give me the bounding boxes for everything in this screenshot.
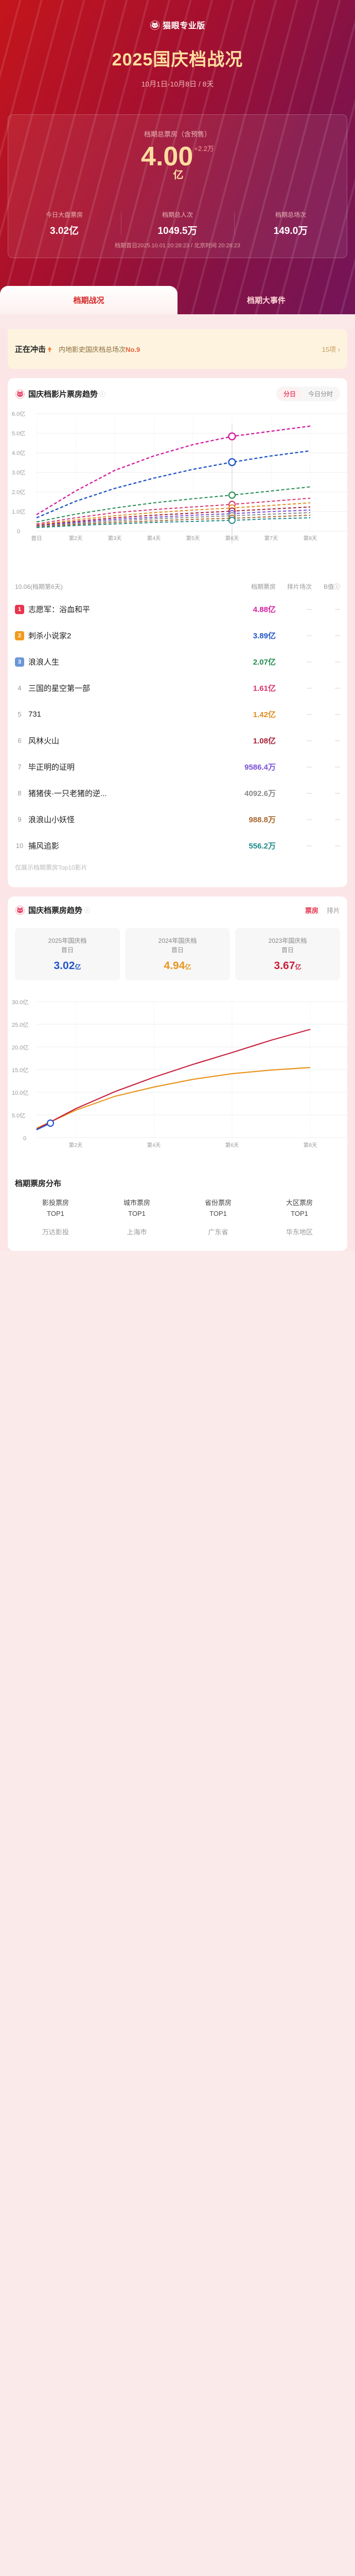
svg-text:第4天: 第4天 bbox=[147, 535, 161, 541]
svg-text:0: 0 bbox=[23, 1136, 26, 1142]
svg-text:首日: 首日 bbox=[31, 535, 42, 541]
svg-text:20.0亿: 20.0亿 bbox=[12, 1044, 28, 1051]
svg-text:第2天: 第2天 bbox=[69, 1142, 83, 1148]
svg-text:1.0亿: 1.0亿 bbox=[12, 509, 25, 515]
svg-text:10.0亿: 10.0亿 bbox=[12, 1090, 28, 1096]
svg-text:3.0亿: 3.0亿 bbox=[12, 469, 25, 476]
svg-text:25.0亿: 25.0亿 bbox=[12, 1022, 28, 1028]
svg-text:第7天: 第7天 bbox=[264, 535, 278, 541]
svg-text:第4天: 第4天 bbox=[147, 1142, 161, 1148]
svg-text:15.0亿: 15.0亿 bbox=[12, 1067, 28, 1074]
svg-text:第6天: 第6天 bbox=[225, 1142, 239, 1148]
svg-text:5.0亿: 5.0亿 bbox=[12, 1112, 25, 1119]
svg-text:第8天: 第8天 bbox=[304, 535, 317, 541]
svg-text:第3天: 第3天 bbox=[108, 535, 122, 541]
svg-text:6.0亿: 6.0亿 bbox=[12, 411, 25, 417]
svg-text:30.0亿: 30.0亿 bbox=[12, 999, 28, 1006]
svg-text:第8天: 第8天 bbox=[304, 1142, 317, 1148]
svg-text:0: 0 bbox=[17, 529, 20, 535]
svg-text:第6天: 第6天 bbox=[225, 535, 239, 541]
svg-text:第5天: 第5天 bbox=[186, 535, 200, 541]
svg-text:2.0亿: 2.0亿 bbox=[12, 489, 25, 496]
svg-text:4.0亿: 4.0亿 bbox=[12, 450, 25, 456]
svg-text:5.0亿: 5.0亿 bbox=[12, 430, 25, 437]
svg-text:第2天: 第2天 bbox=[69, 535, 83, 541]
